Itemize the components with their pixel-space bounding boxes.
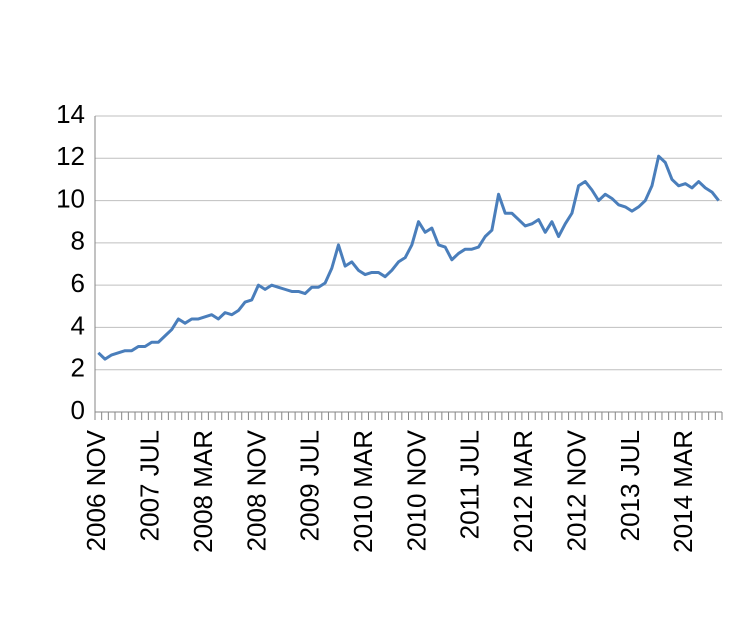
y-tick-label: 14 (56, 99, 85, 129)
y-tick-label: 8 (71, 226, 85, 256)
y-tick-label: 10 (56, 183, 85, 213)
x-tick-label: 2012 NOV (561, 429, 591, 551)
x-tick-label: 2008 NOV (241, 429, 271, 551)
x-tick-label: 2014 MAR (668, 430, 698, 553)
x-tick-label: 2010 NOV (401, 429, 431, 551)
x-tick-label: 2010 MAR (348, 430, 378, 553)
y-tick-label: 4 (71, 310, 85, 340)
x-tick-label: 2012 MAR (508, 430, 538, 553)
x-tick-label: 2013 JUL (615, 430, 645, 541)
x-tick-label: 2007 JUL (135, 430, 165, 541)
x-tick-label: 2009 JUL (295, 430, 325, 541)
x-tick-label: 2011 JUL (455, 430, 485, 539)
y-tick-label: 12 (56, 141, 85, 171)
data-line (97, 154, 720, 361)
y-tick-label: 6 (71, 268, 85, 298)
y-tick-label: 2 (71, 353, 85, 383)
x-tick-label: 2008 MAR (188, 430, 218, 553)
x-tick-label: 2006 NOV (81, 429, 111, 551)
y-tick-label: 0 (71, 395, 85, 425)
